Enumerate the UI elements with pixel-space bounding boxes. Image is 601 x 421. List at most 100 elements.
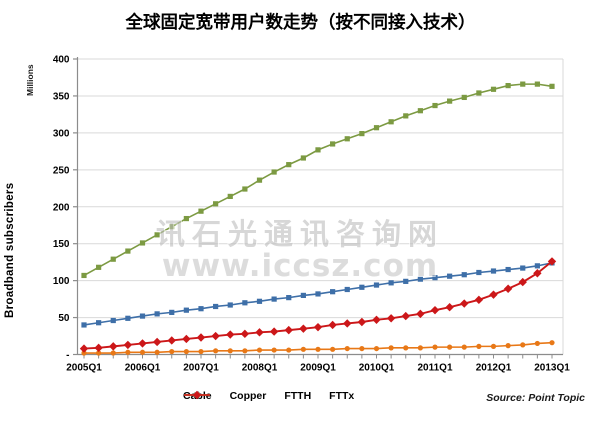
data-point-marker bbox=[154, 232, 160, 238]
data-point-marker bbox=[227, 348, 233, 354]
data-point-marker bbox=[403, 113, 409, 119]
data-point-marker bbox=[373, 345, 380, 352]
data-point-marker bbox=[460, 299, 469, 308]
data-point-marker bbox=[476, 269, 482, 276]
y-tick-label-400: 400 bbox=[53, 55, 70, 66]
x-tick-label-2012Q1: 2012Q1 bbox=[476, 363, 512, 374]
data-point-marker bbox=[81, 272, 87, 279]
data-point-marker bbox=[503, 284, 513, 293]
data-point-marker bbox=[79, 344, 89, 353]
data-point-marker bbox=[169, 224, 175, 230]
data-point-marker bbox=[505, 266, 511, 273]
x-tick-label-2006Q1: 2006Q1 bbox=[125, 363, 161, 374]
data-point-marker bbox=[300, 292, 306, 298]
data-point-marker bbox=[518, 277, 527, 287]
data-point-marker bbox=[520, 342, 526, 348]
y-tick-label-350: 350 bbox=[53, 91, 70, 102]
data-point-marker bbox=[213, 303, 219, 310]
data-point-marker bbox=[286, 295, 292, 301]
data-point-marker bbox=[490, 343, 497, 349]
data-point-marker bbox=[152, 337, 162, 347]
data-point-marker bbox=[94, 343, 103, 353]
data-point-marker bbox=[432, 275, 438, 281]
data-point-marker bbox=[474, 295, 484, 305]
data-point-marker bbox=[547, 257, 557, 266]
data-point-marker bbox=[359, 345, 365, 352]
data-point-marker bbox=[256, 347, 263, 353]
legend-item-ftth: FTTH bbox=[184, 390, 312, 402]
data-point-marker bbox=[505, 82, 511, 89]
data-point-marker bbox=[417, 345, 423, 351]
data-point-marker bbox=[489, 290, 498, 299]
data-point-marker bbox=[110, 317, 116, 324]
data-point-marker bbox=[271, 169, 277, 175]
data-point-marker bbox=[167, 336, 176, 345]
data-point-marker bbox=[226, 330, 235, 339]
data-point-marker bbox=[125, 248, 131, 254]
data-point-marker bbox=[227, 302, 233, 308]
data-point-marker bbox=[330, 141, 336, 147]
data-point-marker bbox=[183, 348, 189, 355]
data-point-marker bbox=[139, 313, 146, 319]
data-point-marker bbox=[315, 346, 321, 352]
data-point-marker bbox=[490, 86, 497, 92]
data-point-marker bbox=[286, 162, 292, 168]
data-point-marker bbox=[344, 345, 350, 352]
legend-label-copper: Copper bbox=[229, 390, 267, 402]
data-point-marker bbox=[286, 347, 292, 353]
data-point-marker bbox=[183, 215, 189, 222]
data-point-marker bbox=[125, 349, 131, 355]
data-point-marker bbox=[110, 256, 116, 262]
data-point-marker bbox=[386, 314, 396, 323]
data-point-marker bbox=[125, 315, 131, 321]
data-point-marker bbox=[343, 319, 352, 328]
data-point-marker bbox=[213, 348, 219, 354]
x-tick-label-2005Q1: 2005Q1 bbox=[66, 363, 102, 374]
data-point-marker bbox=[198, 348, 204, 355]
data-point-marker bbox=[520, 265, 526, 271]
chart-title: 全球固定宽带用户数走势（按不同接入技术） bbox=[125, 13, 476, 33]
data-point-marker bbox=[403, 278, 409, 284]
data-point-marker bbox=[198, 306, 204, 312]
y-tick-label-300: 300 bbox=[53, 128, 70, 139]
data-point-marker bbox=[139, 240, 146, 246]
data-point-marker bbox=[373, 282, 380, 288]
y-tick-label-100: 100 bbox=[53, 276, 70, 287]
y-tick-label-150: 150 bbox=[53, 239, 70, 250]
data-point-marker bbox=[417, 276, 423, 282]
x-tick-label-2007Q1: 2007Q1 bbox=[183, 363, 219, 374]
data-point-marker bbox=[256, 298, 263, 304]
data-point-marker bbox=[476, 90, 482, 96]
data-point-marker bbox=[242, 300, 248, 306]
data-point-marker bbox=[490, 268, 497, 274]
data-point-marker bbox=[445, 303, 454, 312]
data-point-marker bbox=[123, 340, 133, 350]
data-point-marker bbox=[330, 346, 336, 352]
data-point-marker bbox=[109, 342, 118, 351]
data-point-marker bbox=[549, 83, 555, 89]
series-line-fttx bbox=[83, 260, 553, 350]
y-tick-label-200: 200 bbox=[53, 202, 70, 213]
data-point-marker bbox=[534, 81, 540, 87]
data-point-marker bbox=[255, 328, 264, 337]
fttx-line-marker-icon bbox=[184, 390, 210, 400]
data-point-marker bbox=[271, 347, 277, 353]
data-point-marker bbox=[315, 291, 321, 297]
data-point-marker bbox=[447, 98, 453, 104]
data-point-marker bbox=[534, 340, 540, 347]
data-point-marker bbox=[169, 309, 175, 315]
data-point-marker bbox=[359, 131, 365, 137]
data-point-marker bbox=[211, 331, 220, 341]
data-point-marker bbox=[432, 344, 438, 350]
data-point-marker bbox=[403, 345, 409, 351]
data-point-marker bbox=[240, 329, 250, 339]
x-tick-label-2010Q1: 2010Q1 bbox=[359, 363, 395, 374]
data-point-marker bbox=[139, 349, 146, 355]
data-point-marker bbox=[461, 272, 467, 278]
legend-label-ftth: FTTH bbox=[284, 390, 312, 402]
data-point-marker bbox=[227, 193, 233, 200]
data-point-marker bbox=[271, 296, 277, 302]
data-point-marker bbox=[269, 327, 279, 336]
data-point-marker bbox=[313, 322, 323, 332]
legend: Cable Copper FTTH FTTx bbox=[183, 390, 354, 402]
